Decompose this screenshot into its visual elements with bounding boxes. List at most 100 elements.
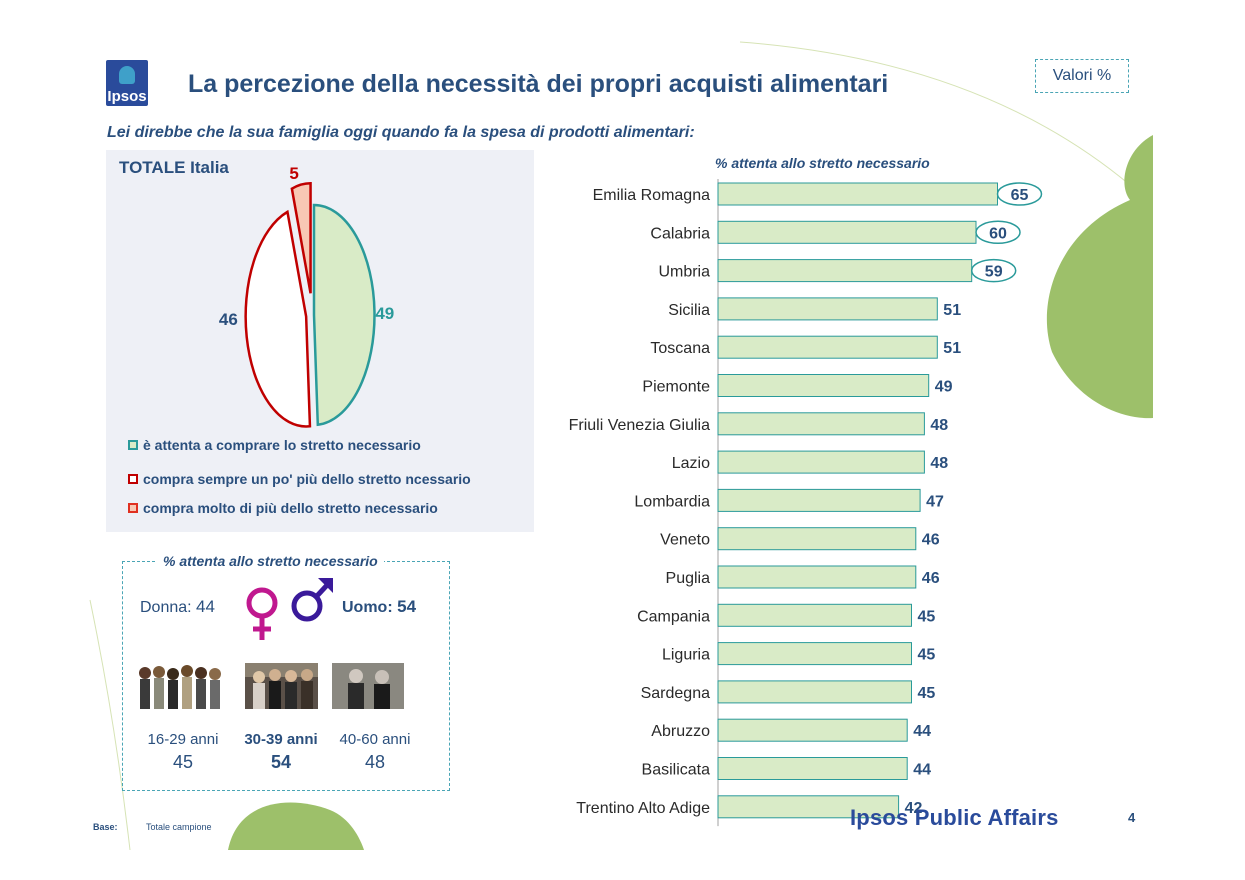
pie-chart [244, 182, 376, 428]
data-label: 51 [943, 340, 961, 357]
pie-slice [312, 203, 376, 427]
bar [717, 374, 930, 397]
bar-chart: Emilia Romagna 65 Calabria 60 Umbria 59 Sicili… [569, 179, 1043, 827]
bar-chart-header: % attenta allo stretto necessario [715, 155, 930, 171]
donna-stat: Donna: 44 [140, 597, 215, 617]
bar [717, 603, 912, 627]
category-label: Emilia Romagna [593, 187, 710, 204]
pie-slice-label: 46 [218, 309, 238, 329]
data-label: 46 [922, 570, 940, 587]
highlight-oval [970, 258, 1017, 283]
data-label: 45 [918, 608, 936, 625]
data-label: 49 [935, 379, 953, 396]
pie-slice [244, 209, 312, 428]
legend-item-attenta: è attenta a comprare lo stretto necessar… [128, 437, 421, 453]
bar [717, 297, 938, 321]
bar [717, 450, 925, 474]
uomo-label: Uomo: [342, 599, 393, 616]
data-label: 47 [926, 493, 944, 510]
category-label: Piemonte [642, 379, 710, 396]
data-label: 44 [913, 723, 931, 740]
data-label: 65 [1011, 187, 1029, 204]
uomo-stat: Uomo: 54 [342, 597, 416, 617]
category-label: Basilicata [642, 762, 711, 779]
data-label: 44 [913, 762, 931, 779]
legend-swatch [128, 440, 138, 450]
data-label: 59 [985, 264, 1003, 281]
donna-value: 44 [196, 597, 215, 616]
green-blob-right [1046, 135, 1153, 419]
pie-title: TOTALE Italia [119, 158, 229, 177]
logo-symbol-icon [119, 66, 135, 84]
data-label: 48 [930, 455, 948, 472]
footer-base-label: Base: [93, 822, 118, 832]
bar [717, 718, 908, 742]
donna-label: Donna: [140, 599, 192, 616]
bar [717, 642, 912, 666]
uomo-value: 54 [397, 597, 417, 616]
data-label: 45 [918, 647, 936, 664]
age-label-16-29: 16-29 anni [147, 731, 219, 748]
survey-question: Lei direbbe che la sua famiglia oggi qua… [107, 124, 695, 141]
age-value-40-60: 48 [364, 752, 386, 772]
bar [717, 488, 921, 512]
bar [717, 680, 912, 704]
page-number: 4 [1128, 810, 1136, 825]
legend-swatch [128, 503, 138, 513]
values-badge: Valori % [1035, 59, 1129, 93]
age-value-16-29: 45 [172, 752, 194, 772]
logo-text: Ipsos [107, 88, 147, 105]
legend-label: è attenta a comprare lo stretto necessar… [143, 437, 421, 453]
bar [717, 182, 998, 206]
age-label-30-39: 30-39 anni [244, 731, 318, 748]
legend-swatch [128, 474, 138, 484]
data-label: 51 [943, 302, 961, 319]
bar [717, 335, 938, 359]
category-label: Veneto [660, 532, 710, 549]
photo-young-group [135, 663, 223, 709]
category-label: Sicilia [668, 302, 710, 319]
brand-name: Ipsos Public Affairs [850, 805, 1059, 830]
male-symbol-icon [291, 578, 333, 622]
female-symbol-icon [246, 587, 278, 640]
category-label: Sardegna [641, 685, 710, 702]
bar [717, 757, 908, 780]
category-label: Liguria [662, 647, 710, 664]
data-label: 45 [918, 685, 936, 702]
bar [717, 795, 900, 819]
category-label: Lazio [672, 455, 710, 472]
category-label: Trentino Alto Adige [576, 800, 710, 817]
category-label: Puglia [666, 570, 711, 587]
bar [717, 565, 917, 589]
pie-slice-label: 5 [289, 163, 299, 183]
category-label: Lombardia [634, 493, 710, 510]
category-label: Toscana [650, 340, 710, 357]
bar [717, 412, 925, 436]
highlight-oval [996, 182, 1043, 206]
pie-slice [290, 182, 312, 294]
legend-item-molto-piu: compra molto di più dello stretto necess… [128, 500, 438, 516]
photo-adult-couples [245, 663, 318, 709]
category-label: Friuli Venezia Giulia [569, 417, 711, 434]
page-title: La percezione della necessità dei propri… [188, 70, 889, 98]
data-label: 46 [922, 532, 940, 549]
gender-panel-title: % attenta allo stretto necessario [157, 553, 384, 569]
age-label-40-60: 40-60 anni [339, 731, 411, 748]
bar [717, 220, 977, 244]
legend-label: compra sempre un po' più dello stretto n… [143, 471, 471, 487]
data-label: 42 [905, 800, 923, 817]
bar [717, 259, 973, 283]
category-label: Campania [637, 608, 710, 625]
bar [717, 527, 917, 551]
legend-label: compra molto di più dello stretto necess… [143, 500, 438, 516]
highlight-oval [975, 220, 1021, 245]
category-label: Abruzzo [651, 723, 710, 740]
photo-older-couple [332, 663, 404, 709]
green-blob-bottom [228, 802, 364, 850]
data-label: 48 [930, 417, 948, 434]
pie-slice-label: 49 [375, 304, 395, 324]
ipsos-logo: Ipsos [106, 60, 148, 106]
category-label: Calabria [650, 225, 710, 242]
footer-base-value: Totale campione [146, 822, 212, 832]
